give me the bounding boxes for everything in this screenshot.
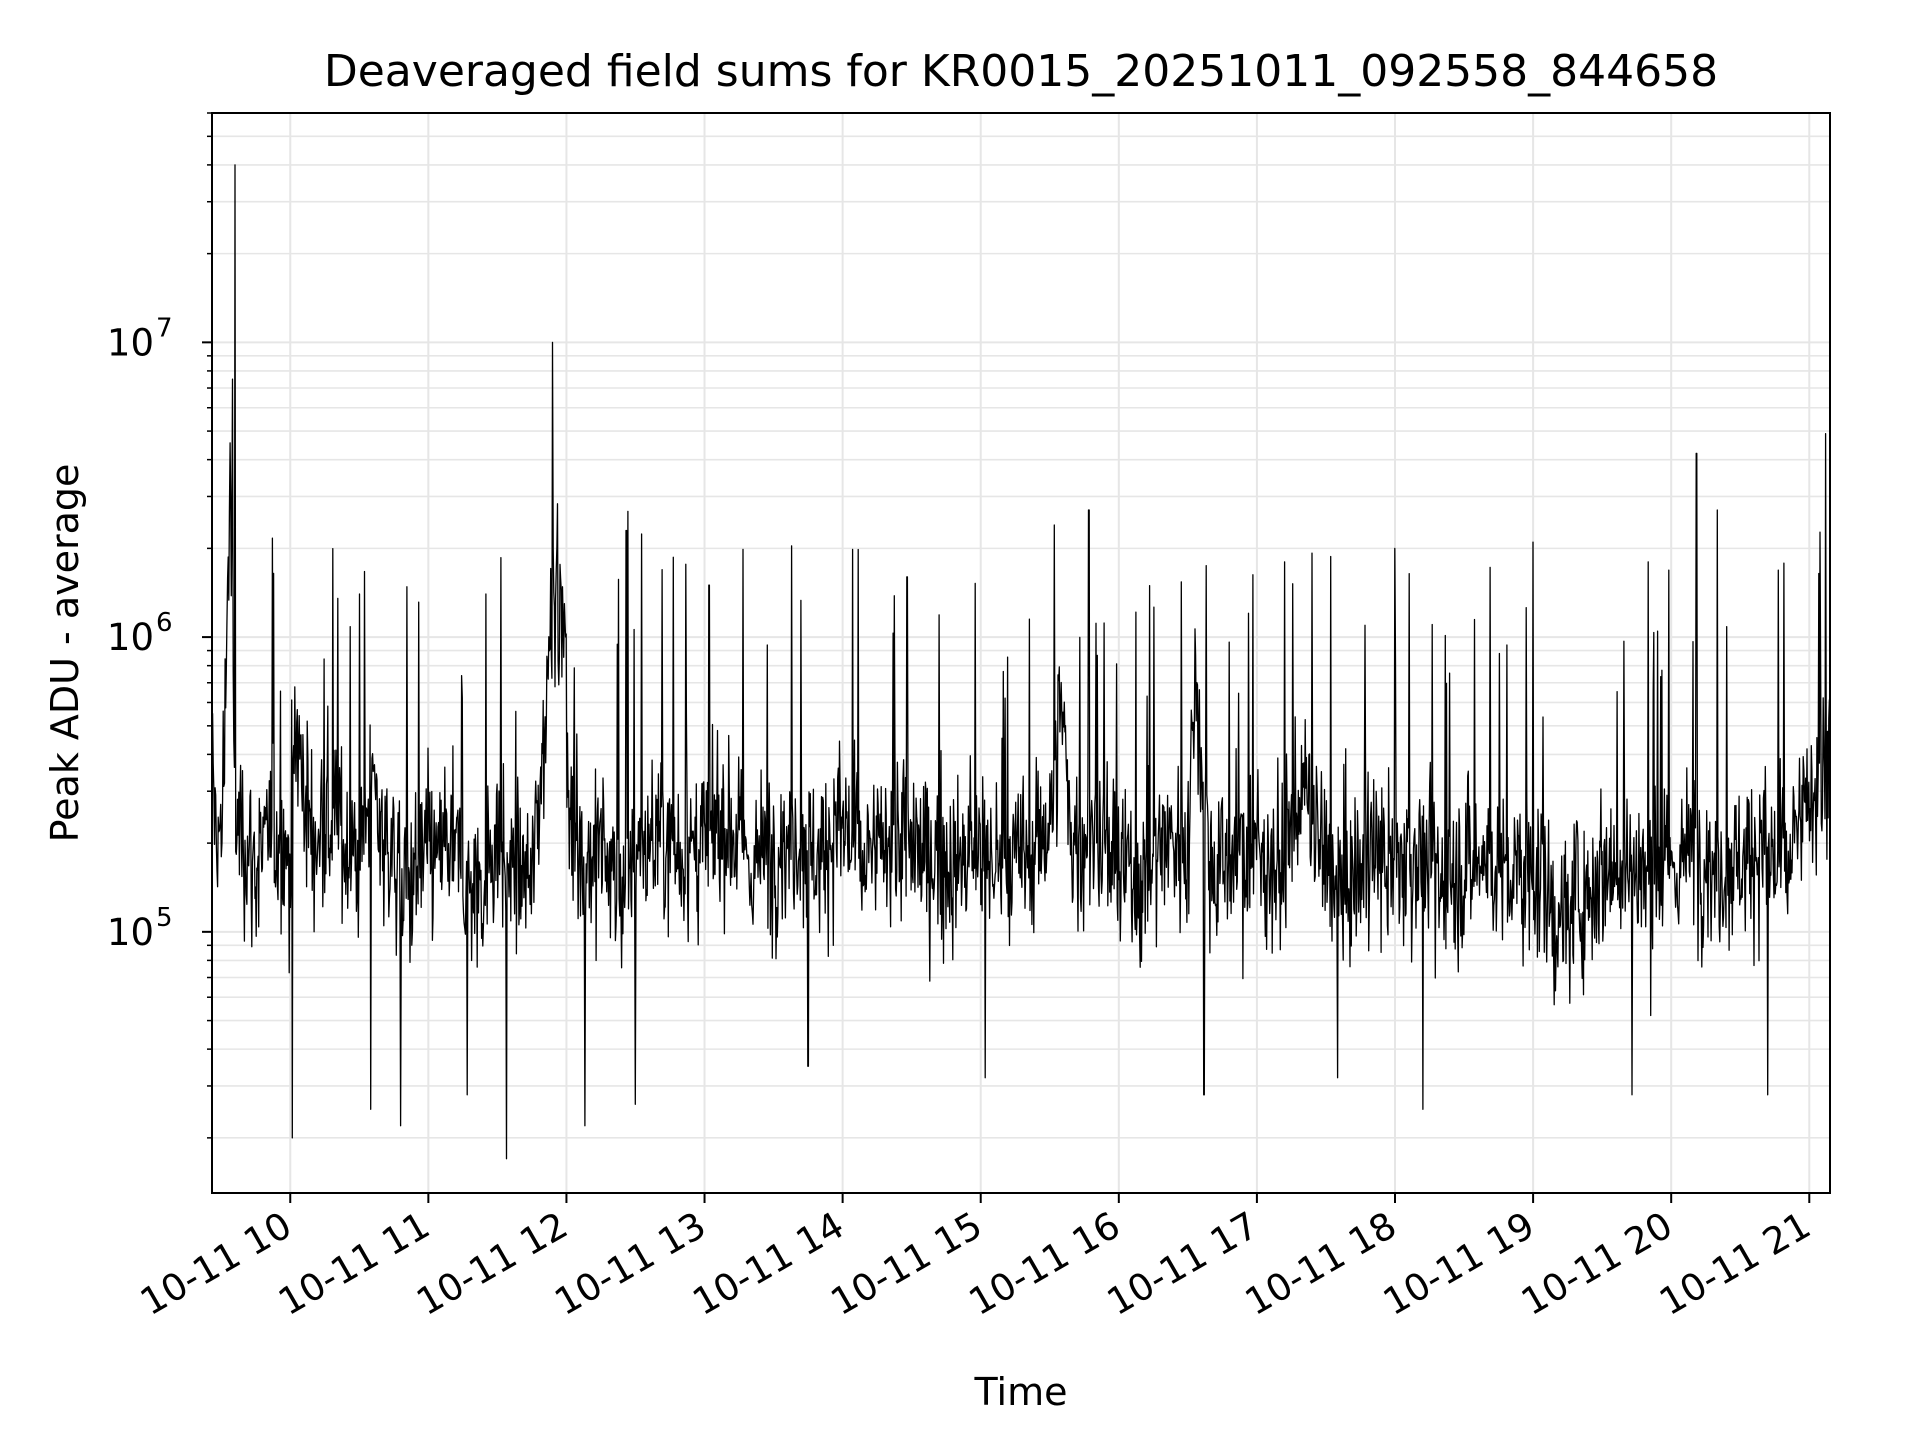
y-axis-label: Peak ADU - average	[43, 464, 87, 843]
y-tick-base: 10	[107, 911, 154, 954]
y-tick-label: 10	[107, 321, 154, 364]
y-tick-exponent: 5	[156, 903, 173, 933]
y-tick-base: 10	[107, 616, 154, 659]
y-tick-exponent: 6	[156, 608, 173, 638]
y-tick-base: 10	[107, 321, 154, 364]
y-tick-exponent: 7	[156, 313, 173, 343]
x-axis-label: Time	[974, 1370, 1068, 1414]
y-tick-label: 10	[107, 911, 154, 954]
y-tick-label: 10	[107, 616, 154, 659]
chart-title: Deaveraged field sums for KR0015_2025101…	[324, 46, 1718, 97]
